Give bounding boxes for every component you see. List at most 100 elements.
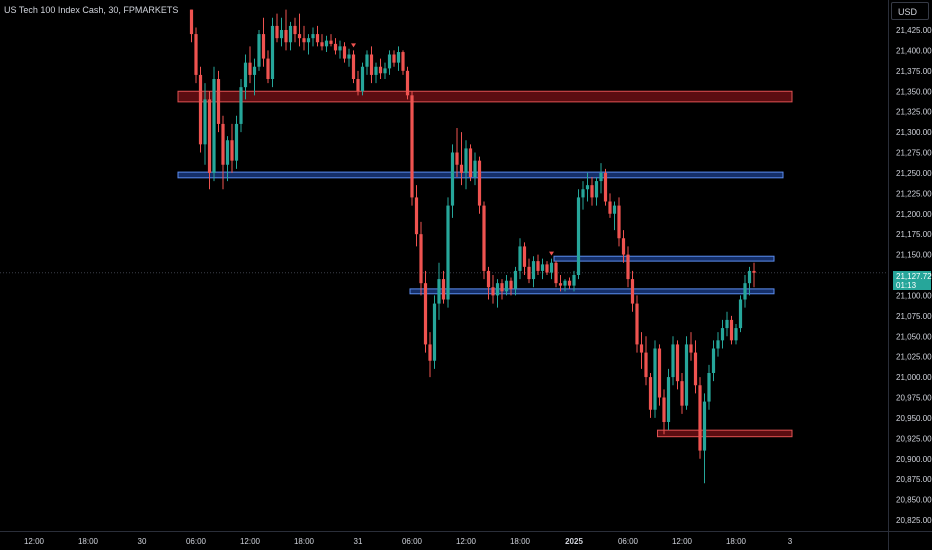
y-tick-label: 21,425.00 <box>896 26 932 35</box>
y-tick-label: 21,100.00 <box>896 291 932 300</box>
candle <box>581 181 585 210</box>
x-tick-label: 06:00 <box>402 537 423 546</box>
candle <box>396 46 401 71</box>
y-tick-label: 21,225.00 <box>896 189 932 198</box>
y-tick-label: 20,950.00 <box>896 414 932 423</box>
candle <box>554 261 558 288</box>
x-tick-label: 18:00 <box>726 537 747 546</box>
candle <box>428 332 432 378</box>
candle-countdown: 01:13 <box>896 281 917 290</box>
candle <box>248 46 252 84</box>
candle <box>666 368 671 431</box>
candle <box>495 279 500 308</box>
resistance-zone[interactable] <box>177 90 793 103</box>
x-tick-label: 12:00 <box>672 537 693 546</box>
candle <box>504 275 509 296</box>
candle <box>423 270 428 353</box>
candle <box>639 332 644 369</box>
candle <box>239 79 243 133</box>
candle <box>693 340 698 394</box>
candle <box>212 66 216 182</box>
candle <box>446 197 450 308</box>
candle <box>293 17 297 43</box>
candle <box>266 50 270 84</box>
candle <box>720 319 725 349</box>
candle <box>405 66 410 100</box>
x-tick-label: 12:00 <box>24 537 45 546</box>
resistance-zone[interactable] <box>657 429 793 438</box>
candle <box>342 42 347 63</box>
candle <box>486 266 491 300</box>
support-zone[interactable] <box>409 288 775 295</box>
candle <box>603 168 608 206</box>
candle <box>302 25 306 51</box>
candle <box>671 336 675 386</box>
y-tick-label: 20,975.00 <box>896 394 932 403</box>
currency-selector[interactable]: USD <box>891 2 929 20</box>
x-tick-label: 2025 <box>565 537 583 546</box>
candle <box>252 58 257 96</box>
candle <box>549 258 554 280</box>
candle <box>680 373 684 414</box>
candle <box>468 144 473 182</box>
y-tick-label: 21,025.00 <box>896 353 932 362</box>
candle <box>473 152 477 186</box>
candle <box>320 34 324 51</box>
y-tick-label: 20,925.00 <box>896 434 932 443</box>
candle <box>711 340 716 382</box>
candle <box>689 332 693 361</box>
support-zone[interactable] <box>553 255 775 262</box>
candle <box>225 136 230 182</box>
y-tick-label: 20,825.00 <box>896 516 932 525</box>
candle <box>738 295 743 333</box>
candle <box>653 340 657 418</box>
y-tick-label: 20,875.00 <box>896 475 932 484</box>
candle <box>698 377 702 459</box>
candle <box>707 364 711 410</box>
y-tick-label: 21,350.00 <box>896 87 932 96</box>
x-tick-label: 31 <box>354 537 363 546</box>
candle <box>657 344 662 406</box>
candle <box>743 275 747 308</box>
candle <box>617 197 621 247</box>
last-price-label: 21,127.72 01:13 <box>893 271 932 290</box>
candle <box>513 266 518 296</box>
candle <box>482 201 486 280</box>
candle <box>464 140 468 190</box>
y-tick-label: 20,850.00 <box>896 496 932 505</box>
candle <box>324 35 329 53</box>
signal-marker <box>351 43 356 48</box>
candle <box>198 66 203 153</box>
candle <box>509 277 513 296</box>
candle <box>599 163 603 194</box>
candle <box>275 13 279 43</box>
x-tick-label: 3 <box>788 537 793 546</box>
candle <box>257 30 261 71</box>
y-tick-label: 21,325.00 <box>896 108 932 117</box>
y-tick-label: 21,250.00 <box>896 169 932 178</box>
y-tick-label: 21,000.00 <box>896 373 932 382</box>
candle <box>590 177 594 206</box>
candle <box>545 261 549 275</box>
candle <box>410 91 414 206</box>
candle <box>288 21 293 51</box>
candle <box>567 277 572 289</box>
markers-layer <box>351 43 554 256</box>
candle <box>612 201 617 231</box>
candle <box>725 311 729 337</box>
x-tick-label: 30 <box>138 537 147 546</box>
candle <box>419 221 423 296</box>
candle <box>522 242 527 275</box>
candle <box>194 27 198 84</box>
candle <box>491 275 495 304</box>
candle <box>662 389 666 435</box>
y-tick-label: 21,275.00 <box>896 149 932 158</box>
candle <box>311 27 315 47</box>
candle <box>477 156 482 214</box>
y-tick-label: 21,200.00 <box>896 210 932 219</box>
candle <box>518 238 522 280</box>
candle <box>333 38 338 55</box>
y-tick-label: 21,300.00 <box>896 128 932 137</box>
x-tick-label: 06:00 <box>186 537 207 546</box>
